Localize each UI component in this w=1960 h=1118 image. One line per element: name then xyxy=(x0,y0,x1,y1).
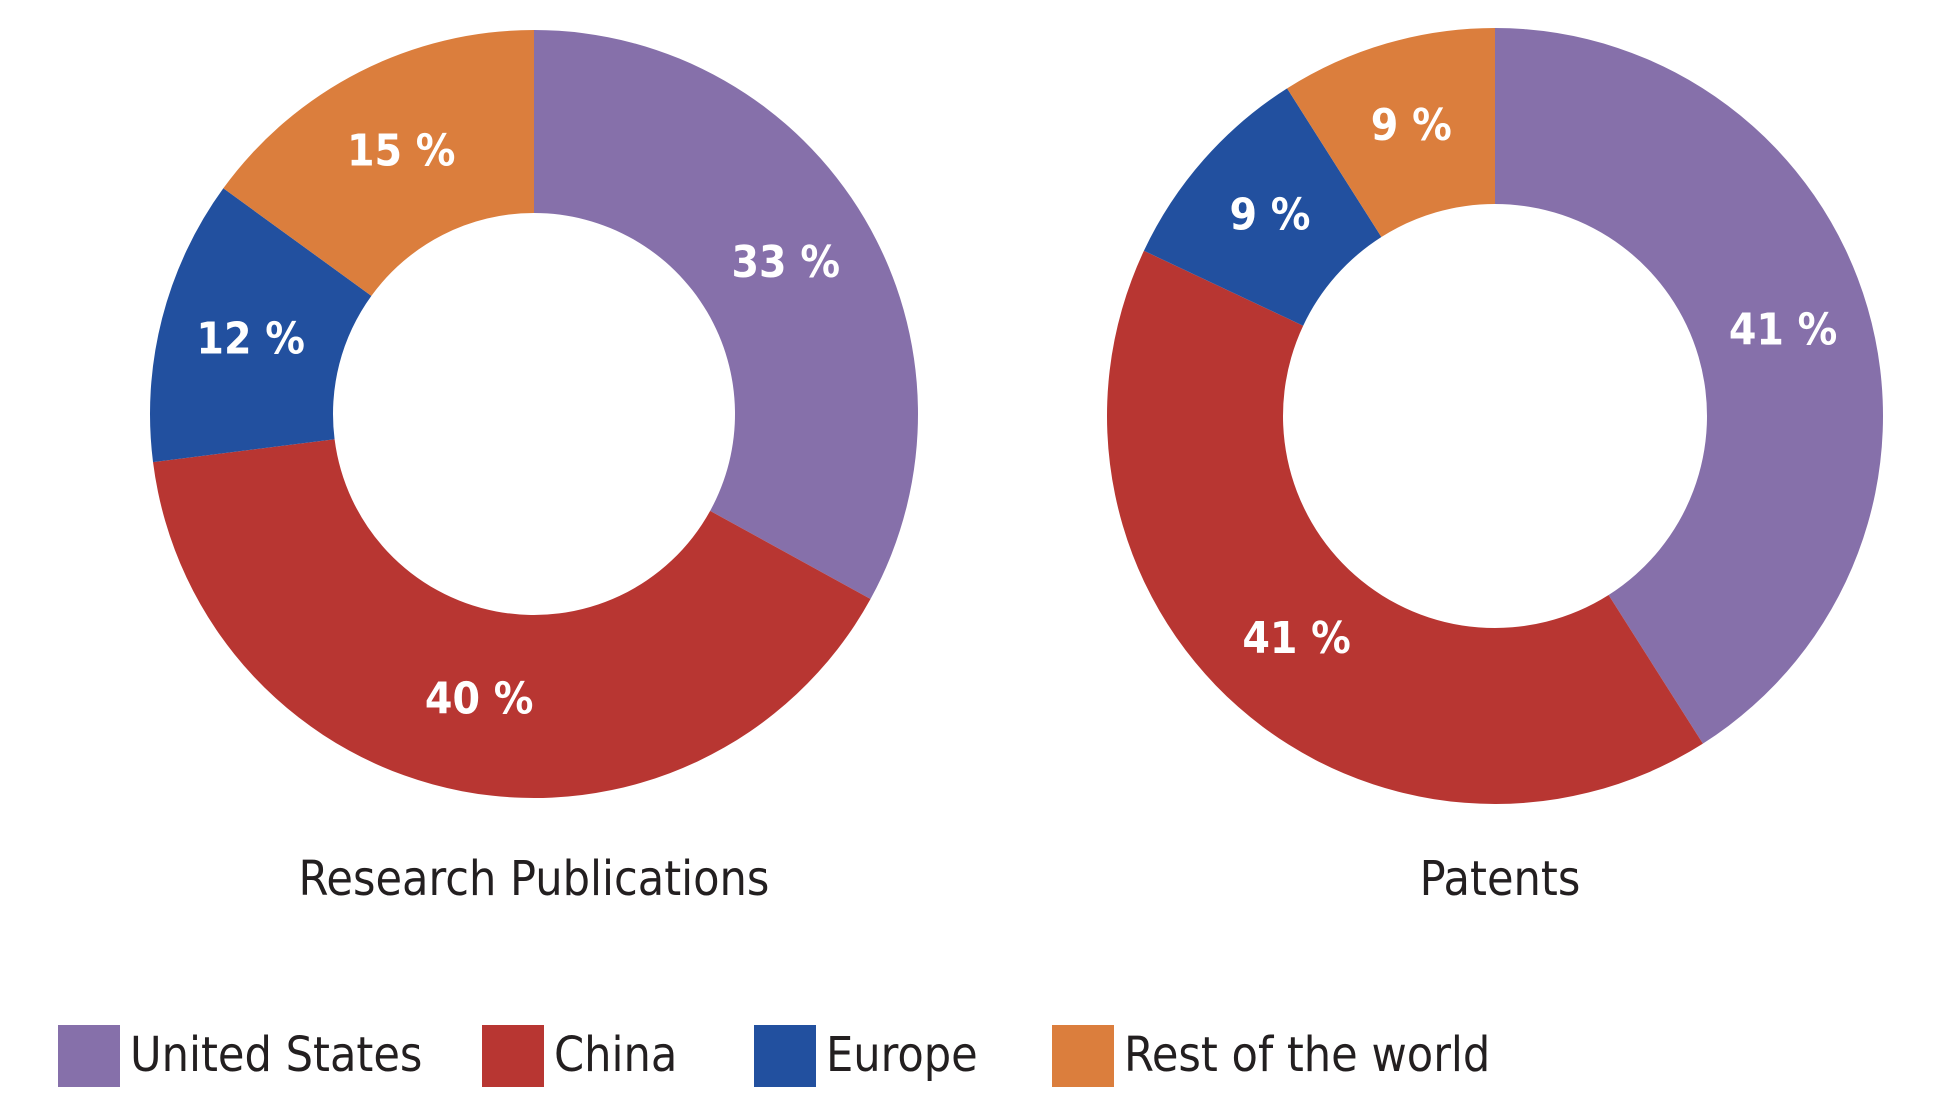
slice-label-europe: 12 % xyxy=(196,313,305,364)
slice-label-china: 40 % xyxy=(425,673,534,724)
slice-united-states xyxy=(1495,28,1883,744)
slice-china xyxy=(1107,250,1703,805)
slice-united-states xyxy=(534,30,918,599)
slice-label-china: 41 % xyxy=(1242,613,1351,664)
research-publications-title: Research Publications xyxy=(299,851,770,907)
slice-rest-of-the-world xyxy=(223,30,535,296)
legend: United States China Europe Rest of the w… xyxy=(58,1025,1490,1087)
slice-label-rest-of-the-world: 15 % xyxy=(347,125,456,176)
legend-item-china: China xyxy=(482,1025,677,1087)
legend-swatch-europe xyxy=(754,1025,816,1087)
slice-label-europe: 9 % xyxy=(1229,190,1310,241)
slice-label-united-states: 33 % xyxy=(732,237,841,288)
legend-swatch-rest-of-the-world xyxy=(1052,1025,1114,1087)
patents-title: Patents xyxy=(1420,851,1581,907)
slice-label-rest-of-the-world: 9 % xyxy=(1371,100,1452,151)
research-publications-donut: 33 % 40 % 12 % 15 % xyxy=(150,30,918,799)
legend-swatch-united-states xyxy=(58,1025,120,1087)
legend-label-europe: Europe xyxy=(826,1027,978,1083)
slice-europe xyxy=(1143,88,1382,326)
legend-item-united-states: United States xyxy=(58,1025,422,1087)
slice-europe xyxy=(150,188,372,463)
legend-label-rest-of-the-world: Rest of the world xyxy=(1124,1027,1490,1083)
legend-swatch-china xyxy=(482,1025,544,1087)
legend-item-rest-of-the-world: Rest of the world xyxy=(1052,1025,1490,1087)
slice-label-united-states: 41 % xyxy=(1729,304,1838,355)
patents-donut: 41 % 41 % 9 % 9 % xyxy=(1107,28,1883,805)
slice-rest-of-the-world xyxy=(1287,28,1495,238)
legend-label-united-states: United States xyxy=(130,1027,422,1083)
legend-item-europe: Europe xyxy=(754,1025,978,1087)
legend-label-china: China xyxy=(554,1027,677,1083)
slice-china xyxy=(153,439,871,799)
